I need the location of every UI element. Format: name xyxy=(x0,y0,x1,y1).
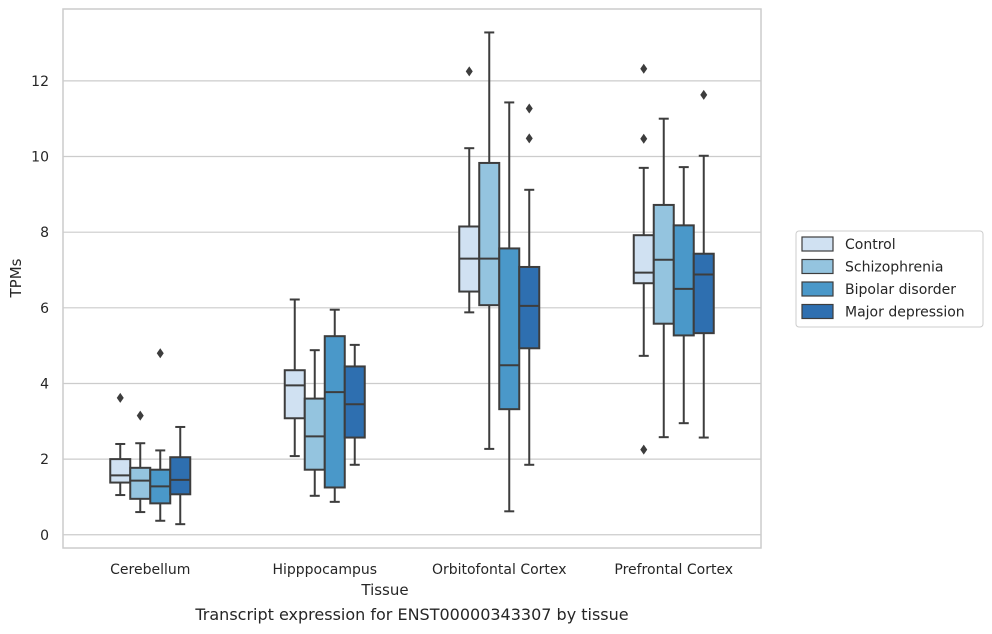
x-tick-label: Hipppocampus xyxy=(272,562,377,578)
box-major-depression xyxy=(518,103,541,466)
legend-swatch xyxy=(801,303,834,320)
box-schizophrenia xyxy=(478,31,501,450)
outlier-point xyxy=(640,133,648,144)
box-bipolar-disorder xyxy=(149,348,172,522)
y-tick-label: 12 xyxy=(31,74,49,90)
box-bipolar-disorder xyxy=(672,166,695,425)
box-schizophrenia xyxy=(652,117,675,439)
x-axis-label: Tissue xyxy=(360,581,408,599)
outlier-point xyxy=(136,410,144,421)
x-tick-labels: Cerebellum Hipppocampus Orbitofontal Corte… xyxy=(110,562,733,578)
legend-label: Major depression xyxy=(845,305,965,321)
y-axis-label: TPMs xyxy=(7,258,25,298)
box-iqr xyxy=(109,458,132,484)
box-schizophrenia xyxy=(303,349,326,497)
box-major-depression xyxy=(692,89,715,439)
y-tick-label: 6 xyxy=(40,301,49,317)
y-tick-label: 8 xyxy=(40,225,49,241)
x-tick-label: Prefrontal Cortex xyxy=(614,562,733,578)
box-iqr xyxy=(518,265,541,350)
outlier-point xyxy=(640,444,648,455)
legend-label: Schizophrenia xyxy=(845,260,943,276)
legend-swatch xyxy=(801,281,834,297)
outlier-point xyxy=(156,348,164,359)
legend-swatch xyxy=(801,258,834,275)
box-series xyxy=(109,31,715,526)
box-bipolar-disorder xyxy=(323,308,346,503)
box-control xyxy=(632,63,655,455)
legend-swatch xyxy=(801,236,834,252)
outlier-point xyxy=(700,89,708,100)
plot-frame xyxy=(62,8,762,549)
legend-frame xyxy=(795,230,984,328)
box-iqr xyxy=(652,203,675,325)
figure-caption: Transcript expression for ENST0000034330… xyxy=(195,605,629,624)
x-tick-label: Orbitofontal Cortex xyxy=(432,562,567,578)
legend-label: Bipolar disorder xyxy=(845,282,956,298)
outlier-point xyxy=(640,63,648,74)
box-major-depression xyxy=(169,425,192,526)
box-iqr xyxy=(343,365,366,439)
box-control xyxy=(109,392,132,497)
outlier-point xyxy=(525,133,533,144)
box-iqr xyxy=(632,234,655,285)
box-bipolar-disorder xyxy=(498,101,521,513)
box-iqr xyxy=(129,466,152,500)
x-tick-label: Cerebellum xyxy=(110,562,190,578)
box-iqr xyxy=(283,369,306,420)
box-iqr xyxy=(498,247,521,411)
box-iqr xyxy=(478,161,501,307)
legend-label: Control xyxy=(845,237,896,253)
box-iqr xyxy=(692,252,715,335)
box-iqr xyxy=(672,224,695,337)
y-tick-label: 10 xyxy=(31,150,49,166)
y-tick-label: 2 xyxy=(40,452,49,468)
box-iqr xyxy=(323,335,346,489)
y-tick-labels: 0 2 4 6 8 10 12 xyxy=(31,74,49,544)
outlier-point xyxy=(525,103,533,114)
box-control xyxy=(458,66,481,314)
y-tick-label: 0 xyxy=(40,528,49,544)
box-schizophrenia xyxy=(129,410,152,514)
box-major-depression xyxy=(343,343,366,466)
legend: Control Schizophrenia Bipolar disorder Majo… xyxy=(795,230,984,328)
box-control xyxy=(283,298,306,458)
box-iqr xyxy=(303,397,326,471)
box-iqr xyxy=(169,456,192,496)
outlier-point xyxy=(116,392,124,403)
y-tick-label: 4 xyxy=(40,376,49,392)
outlier-point xyxy=(465,66,473,77)
